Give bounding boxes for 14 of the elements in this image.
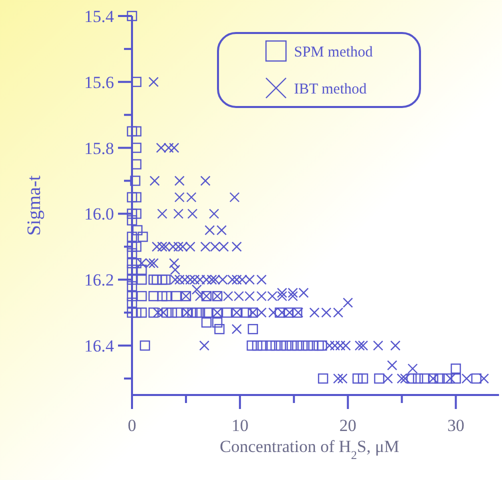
y-tick-label: 16.4	[84, 336, 114, 356]
y-tick-label: 15.4	[84, 6, 114, 26]
y-tick-label: 16.2	[84, 270, 114, 290]
legend-label: SPM method	[294, 44, 374, 60]
legend-label: IBT method	[294, 81, 368, 98]
y-tick-label: 15.8	[84, 138, 114, 158]
y-axis-title: Sigma-t	[24, 174, 45, 236]
x-tick-label: 30	[447, 416, 464, 435]
x-tick-label: 10	[231, 416, 248, 435]
x-tick-label: 20	[339, 416, 356, 435]
y-tick-label: 16.0	[84, 204, 114, 224]
x-tick-label: 0	[128, 416, 136, 435]
y-tick-label: 15.6	[84, 72, 114, 92]
x-axis-title: Concentration of H$_{2}$S, μM	[220, 437, 400, 462]
